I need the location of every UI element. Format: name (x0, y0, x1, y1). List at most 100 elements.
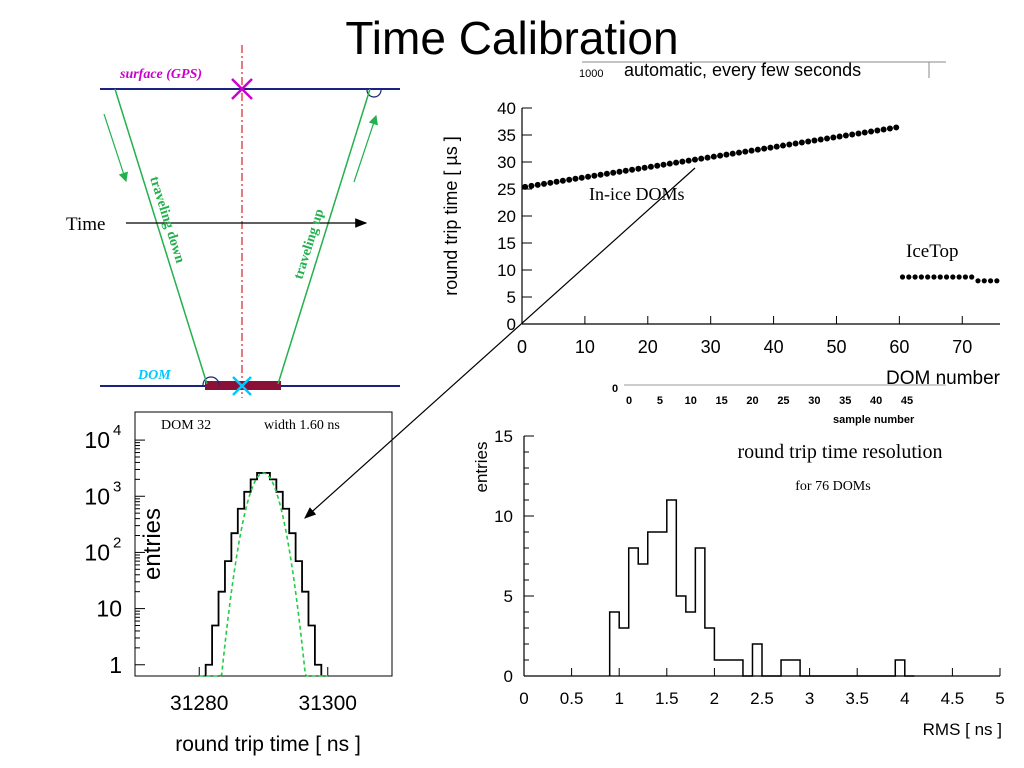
time-label: Time (66, 214, 105, 235)
data-point (880, 126, 887, 133)
x-tick-label: 0.5 (560, 689, 584, 708)
chart-title: DOM 32 (161, 418, 211, 433)
x-tick-label: 0 (517, 337, 527, 357)
stat-box: width 1.60 ns (264, 418, 340, 433)
data-point (660, 161, 667, 168)
data-point (629, 166, 636, 173)
data-point (931, 274, 937, 280)
data-point (792, 140, 799, 147)
round-trip-diagram: surface (GPS) DOM Time traveling down tr… (66, 45, 400, 398)
x-tick-label: 70 (952, 337, 972, 357)
data-point (748, 147, 755, 154)
y-tick-exponent: 4 (113, 422, 121, 439)
x-tick-label: 4 (900, 689, 909, 708)
x-tick-label: 3 (805, 689, 814, 708)
y-tick-label: 10 (497, 261, 516, 280)
data-point (534, 181, 541, 188)
data-point (956, 274, 962, 280)
data-point (830, 134, 837, 141)
x-tick-label: 0 (519, 689, 528, 708)
x-tick-label: 1 (614, 689, 623, 708)
data-point (849, 131, 856, 138)
data-point (975, 278, 981, 284)
x-axis-label: DOM number (886, 368, 1001, 389)
data-point (868, 128, 875, 135)
dom-receiver-icon (202, 376, 220, 386)
y-tick-label: 10 (494, 507, 513, 526)
annotation-icetop: IceTop (906, 241, 958, 262)
overlay-xtick-label: 10 (685, 395, 697, 407)
x-tick-label: 31280 (170, 692, 228, 715)
data-point (635, 165, 642, 172)
data-point (528, 182, 535, 189)
data-point (622, 167, 629, 174)
y-tick-label: 40 (497, 99, 516, 118)
x-tick-label: 1.5 (655, 689, 679, 708)
data-point (654, 162, 661, 169)
data-point (679, 158, 686, 165)
data-point (559, 177, 566, 184)
data-point (994, 278, 1000, 284)
data-point (906, 274, 912, 280)
down-arrow-icon (103, 113, 128, 183)
y-tick-label: 1 (109, 652, 122, 678)
data-point (861, 129, 868, 136)
data-point (603, 170, 610, 177)
data-point (962, 274, 969, 280)
data-point (767, 144, 774, 151)
data-point (899, 274, 906, 280)
chart-subtitle: for 76 DOMs (795, 479, 870, 494)
data-point (754, 146, 761, 153)
y-tick-label: 20 (497, 207, 516, 226)
data-point (925, 274, 931, 280)
surface-cross-icon (231, 78, 253, 100)
plot-frame (134, 411, 393, 677)
data-point (572, 175, 579, 182)
data-point (798, 139, 805, 146)
x-tick-label: 4.5 (941, 689, 965, 708)
data-point (742, 148, 749, 155)
y-tick-label: 5 (504, 587, 513, 606)
data-point (578, 174, 585, 181)
y-axis-label: round trip time [ µs ] (441, 136, 461, 295)
data-point (717, 152, 724, 159)
x-tick-label: 31300 (299, 692, 357, 715)
y-tick-label: 15 (497, 234, 516, 253)
data-point (704, 154, 711, 161)
x-tick-label: 60 (889, 337, 909, 357)
data-point (610, 169, 617, 176)
data-point (641, 164, 648, 171)
y-tick-label: 35 (497, 126, 516, 145)
fit-curve (199, 472, 328, 677)
y-axis-label: entries (139, 508, 166, 580)
data-point (710, 153, 717, 160)
x-tick-label: 3.5 (845, 689, 869, 708)
y-tick-label: 0 (504, 667, 513, 686)
overlay-xtick-label: 15 (716, 395, 728, 407)
data-point (886, 125, 893, 132)
data-point (893, 124, 900, 131)
data-point (981, 278, 987, 284)
data-point (943, 274, 950, 280)
overlay-xtick-label: 30 (808, 395, 820, 407)
up-arrow-icon (353, 114, 378, 183)
data-point (585, 173, 592, 180)
signal-up-line (277, 88, 371, 385)
y-tick-exponent: 2 (113, 534, 121, 551)
y-tick-label: 30 (497, 153, 516, 172)
x-tick-label: 30 (701, 337, 721, 357)
data-point (698, 155, 705, 162)
data-point (855, 130, 862, 137)
data-point (950, 274, 956, 280)
overlay-xtick-label: 40 (870, 395, 882, 407)
data-point (566, 176, 573, 183)
annotation-in-ice: In-ice DOMs (589, 184, 684, 204)
dom-label: DOM (137, 368, 171, 383)
data-point (553, 178, 560, 185)
surface-receiver-icon (366, 89, 382, 98)
y-tick-label: 10 (84, 483, 110, 509)
data-point (685, 157, 692, 164)
overlay-xtick-label: 45 (901, 395, 913, 407)
data-point (522, 183, 529, 190)
overlay-xtick-label: 0 (626, 395, 632, 407)
